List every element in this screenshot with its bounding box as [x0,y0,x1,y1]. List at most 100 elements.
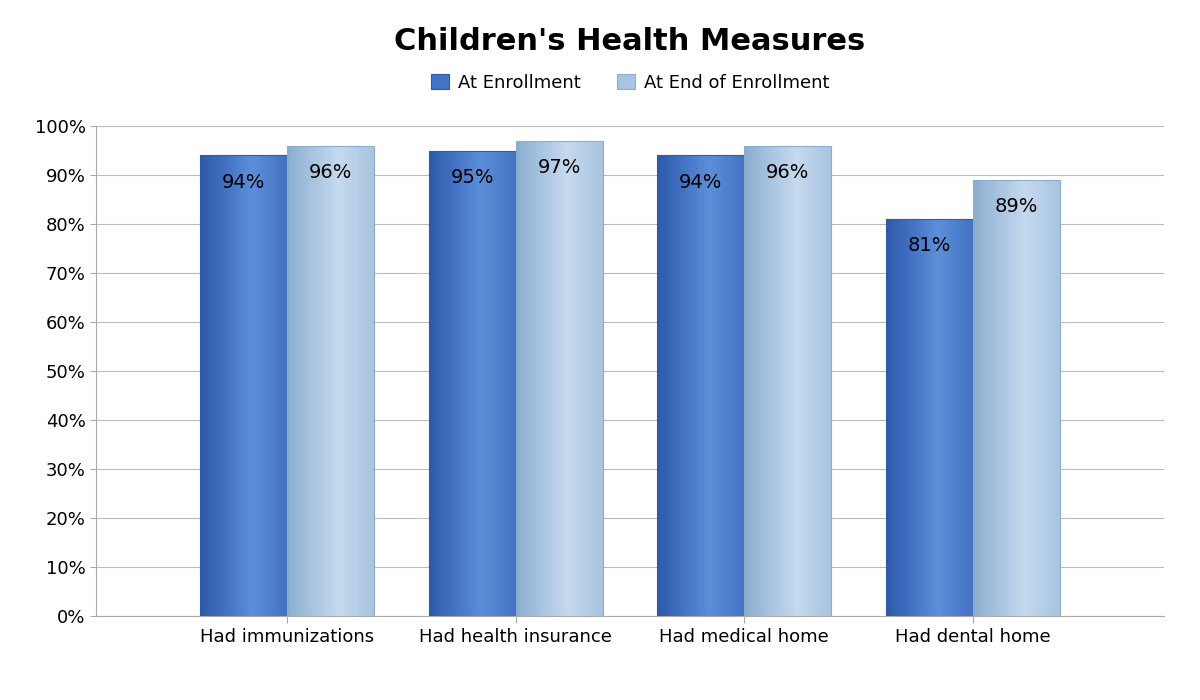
Bar [449,150,451,616]
Bar [970,219,972,616]
Bar [956,219,959,616]
Bar [452,150,454,616]
Bar [431,150,432,616]
Bar [1056,180,1057,616]
Bar [568,141,570,616]
Bar [274,155,276,616]
Bar [203,155,205,616]
Bar [325,146,326,616]
Bar [709,155,712,616]
Bar [301,146,304,616]
Bar [1044,180,1045,616]
Bar [994,180,995,616]
Bar [445,150,446,616]
Bar [504,150,505,616]
Bar [455,150,456,616]
Bar [750,146,751,616]
Bar [329,146,331,616]
Bar [664,155,665,616]
Bar [1024,180,1025,616]
Bar [316,146,318,616]
Bar [886,219,973,616]
Bar [902,219,904,616]
Bar [745,146,748,616]
Bar [582,141,584,616]
Bar [242,155,244,616]
Bar [220,155,221,616]
Bar [737,155,739,616]
Bar [460,150,461,616]
Bar [367,146,368,616]
Bar [468,150,469,616]
Bar [562,141,564,616]
Bar [940,219,941,616]
Bar [775,146,776,616]
Bar [798,146,799,616]
Bar [959,219,960,616]
Bar [962,219,965,616]
Bar [1010,180,1013,616]
Bar [202,155,203,616]
Bar [688,155,690,616]
Bar [534,141,536,616]
Bar [769,146,770,616]
Bar [450,150,452,616]
Bar [364,146,366,616]
Bar [997,180,1000,616]
Bar [1026,180,1028,616]
Bar [1046,180,1049,616]
Bar [244,155,245,616]
Bar [1050,180,1051,616]
Bar [1033,180,1036,616]
Text: 96%: 96% [766,163,810,182]
Bar [793,146,796,616]
Bar [594,141,595,616]
Bar [520,141,522,616]
Bar [888,219,889,616]
Bar [463,150,466,616]
Bar [518,141,521,616]
Bar [822,146,824,616]
Bar [204,155,206,616]
Bar [550,141,551,616]
Bar [954,219,955,616]
Bar [680,155,683,616]
Text: 94%: 94% [222,173,265,192]
Bar [913,219,916,616]
Text: 97%: 97% [538,158,581,177]
Bar [512,150,515,616]
Bar [772,146,774,616]
Bar [660,155,662,616]
Bar [714,155,715,616]
Bar [230,155,233,616]
Bar [1014,180,1015,616]
Bar [1012,180,1014,616]
Bar [930,219,931,616]
Bar [254,155,256,616]
Bar [910,219,911,616]
Bar [1032,180,1034,616]
Bar [736,155,737,616]
Bar [701,155,702,616]
Bar [586,141,587,616]
Bar [304,146,305,616]
Bar [482,150,484,616]
Bar [973,180,974,616]
Bar [223,155,226,616]
Bar [979,180,980,616]
Bar [343,146,346,616]
Bar [355,146,356,616]
Bar [505,150,508,616]
Bar [270,155,271,616]
Bar [989,180,990,616]
Bar [487,150,488,616]
Bar [955,219,958,616]
Bar [307,146,310,616]
Bar [672,155,673,616]
Bar [1031,180,1032,616]
Bar [1039,180,1042,616]
Bar [684,155,685,616]
Bar [358,146,360,616]
Bar [566,141,568,616]
Bar [569,141,571,616]
